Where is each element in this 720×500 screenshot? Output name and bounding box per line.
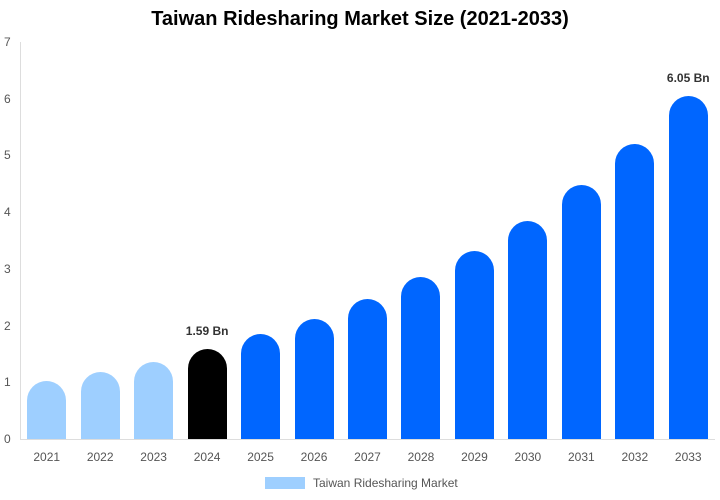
x-tick-label: 2033 [674, 450, 702, 464]
legend-swatch [265, 477, 305, 489]
bar-2030[interactable] [508, 221, 548, 439]
bar-2021[interactable] [27, 381, 67, 439]
x-tick-label: 2024 [193, 450, 221, 464]
bar-2027[interactable] [348, 298, 387, 439]
data-label-2033: 6.05 Bn [666, 70, 710, 85]
plot-area [20, 42, 715, 439]
x-tick-label: 2026 [300, 450, 328, 464]
bar-2023[interactable] [134, 361, 174, 439]
bar-2025[interactable] [241, 334, 281, 439]
y-tick-label: 2 [4, 318, 11, 333]
bar-2026[interactable] [294, 318, 334, 439]
x-tick-label: 2027 [354, 450, 381, 464]
y-tick-label: 7 [4, 35, 11, 49]
bar-2032[interactable] [615, 144, 655, 439]
x-tick-label: 2021 [33, 450, 61, 464]
y-tick-label: 4 [4, 205, 11, 220]
y-axis-line [20, 42, 21, 439]
chart-title: Taiwan Ridesharing Market Size (2021-203… [151, 8, 569, 30]
bar-2031[interactable] [561, 184, 601, 439]
bar-2024[interactable] [187, 348, 227, 439]
x-tick-label: 2028 [407, 450, 435, 464]
x-tick-label: 2031 [567, 450, 595, 464]
x-tick-label: 2023 [140, 450, 167, 464]
y-tick-label: 1 [4, 375, 11, 390]
x-tick-label: 2032 [621, 450, 649, 464]
y-tick-label: 6 [4, 91, 11, 106]
x-axis-line [20, 439, 715, 440]
bar-2033[interactable] [668, 95, 708, 439]
legend-label: Taiwan Ridesharing Market [313, 476, 458, 490]
legend[interactable]: Taiwan Ridesharing Market [265, 476, 458, 490]
y-tick-label: 5 [4, 148, 11, 163]
x-tick-label: 2022 [86, 450, 114, 464]
x-tick-label: 2025 [247, 450, 274, 464]
bar-2022[interactable] [80, 372, 120, 439]
data-label-2024: 1.59 Bn [185, 323, 229, 338]
y-tick-label: 3 [4, 261, 11, 276]
bar-2028[interactable] [401, 276, 441, 439]
y-tick-label: 0 [4, 432, 11, 446]
bar-2029[interactable] [454, 250, 494, 439]
x-tick-label: 2030 [514, 450, 542, 464]
x-tick-label: 2029 [461, 450, 488, 464]
